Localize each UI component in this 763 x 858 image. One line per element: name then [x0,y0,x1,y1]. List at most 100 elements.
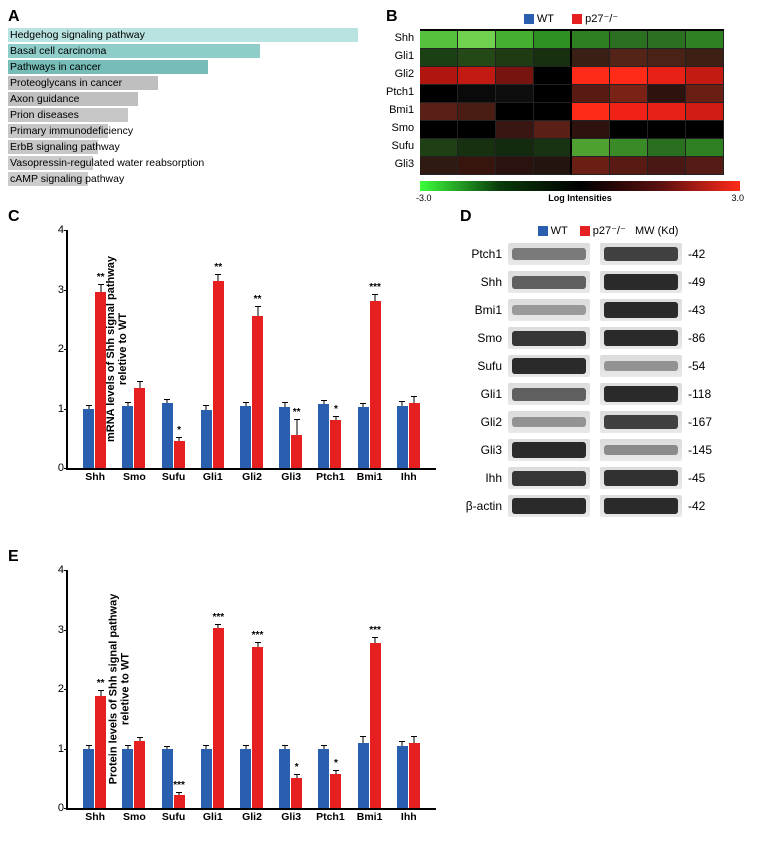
error-cap [399,741,405,742]
error-cap [125,402,131,403]
bar-ko: ** [95,292,106,468]
blot-band [604,247,678,262]
pathway-text: Vasopressin-regulated water reabsorption [10,157,204,169]
bar-ko: *** [252,647,263,808]
error-bar [375,295,376,301]
pathway-text: ErbB signaling pathway [10,141,120,153]
bar-ko: ** [291,435,302,468]
heatmap-cell [572,49,610,67]
significance-marker: ** [97,678,105,689]
heatmap-cell [420,139,458,157]
blot-row: β-actin-42 [460,495,756,517]
pathway-row: cAMP signaling pathway [8,172,378,186]
bar-ko: *** [370,643,381,808]
chart-e-area: Protein levels of Shh signal pathwayrele… [66,570,436,810]
blot-lanes [508,495,682,517]
ytick-mark [64,409,68,410]
x-label: Bmi1 [357,811,383,823]
mw-value: -49 [682,275,726,289]
bar-group: *** [358,643,381,808]
bar-group: ** [279,407,302,468]
error-bar [414,397,415,403]
error-cap [215,274,221,275]
bar-group [397,403,420,468]
bar-ko [134,741,145,808]
bar-group: * [318,404,341,468]
legend-ko-swatch [572,14,582,24]
blot-lanes [508,299,682,321]
error-bar [218,275,219,281]
blot-band [512,498,586,514]
error-bar [245,403,246,406]
error-cap [372,637,378,638]
error-bar [88,406,89,409]
error-cap [255,642,261,643]
cbar-mid: Log Intensities [548,193,612,203]
error-cap [360,403,366,404]
bar-group [122,388,145,468]
error-bar [245,746,246,748]
blot-lane-wt [508,495,590,517]
error-bar [139,738,140,741]
error-bar [335,417,336,421]
blot-row: Gli2-167 [460,411,756,433]
error-bar [206,746,207,749]
bar-group: *** [358,301,381,468]
panel-d: WT p27⁻/⁻ MW (Kd) Ptch1-42Shh-49Bmi1-43S… [460,224,756,523]
x-label: Bmi1 [357,471,383,483]
x-label: Smo [123,811,146,823]
heatmap-cell [648,103,686,121]
blot-row: Sufu-54 [460,355,756,377]
error-bar [167,400,168,402]
error-bar [127,746,128,748]
blot-band [512,276,586,289]
heatmap-row [420,67,724,85]
x-label: Shh [85,471,105,483]
blot-label: Bmi1 [460,303,508,317]
heatmap-cell [496,67,534,85]
blot-lane-ko [600,467,682,489]
bar-group: ** [83,292,106,468]
error-bar [284,403,285,408]
error-bar [179,793,180,795]
heatmap-cell [610,121,648,139]
blot-lane-wt [508,327,590,349]
pathway-row: Hedgehog signaling pathway [8,28,378,42]
mw-value: -118 [682,387,726,401]
bar-ko: * [291,778,302,808]
heatmap-cell [420,49,458,67]
mw-value: -86 [682,331,726,345]
significance-marker: * [295,762,299,773]
blot-lane-ko [600,495,682,517]
panel-b-legend: WT p27⁻/⁻ [386,12,756,25]
x-label: Gli2 [242,471,262,483]
heatmap-cell [496,121,534,139]
blot-lanes [508,355,682,377]
panel-a-label: A [8,8,20,26]
heatmap-cell [686,31,724,49]
heatmap-cell [458,49,496,67]
blot-lane-ko [600,383,682,405]
significance-marker: * [334,758,338,769]
error-cap [372,294,378,295]
panel-c-label: C [8,208,20,226]
blot-lanes [508,439,682,461]
bar-group: * [279,749,302,809]
bar-wt [162,403,173,468]
heatmap-row-label: Ptch1 [386,83,418,101]
bar-wt [201,749,212,809]
bar-wt [279,407,290,468]
x-label: Gli2 [242,811,262,823]
legend-wt-text: WT [537,13,554,25]
pathway-text: Hedgehog signaling pathway [10,29,145,41]
significance-marker: ** [293,407,301,418]
error-bar [127,403,128,406]
blot-label: Sufu [460,359,508,373]
figure: A Hedgehog signaling pathway Basal cell c… [8,8,755,850]
pathway-row: Basal cell carcinoma [8,44,378,58]
significance-marker: ** [97,272,105,283]
ytick-mark [64,689,68,690]
bar-group: * [318,749,341,809]
blot-band [604,470,678,485]
heatmap-row-label: Gli1 [386,47,418,65]
